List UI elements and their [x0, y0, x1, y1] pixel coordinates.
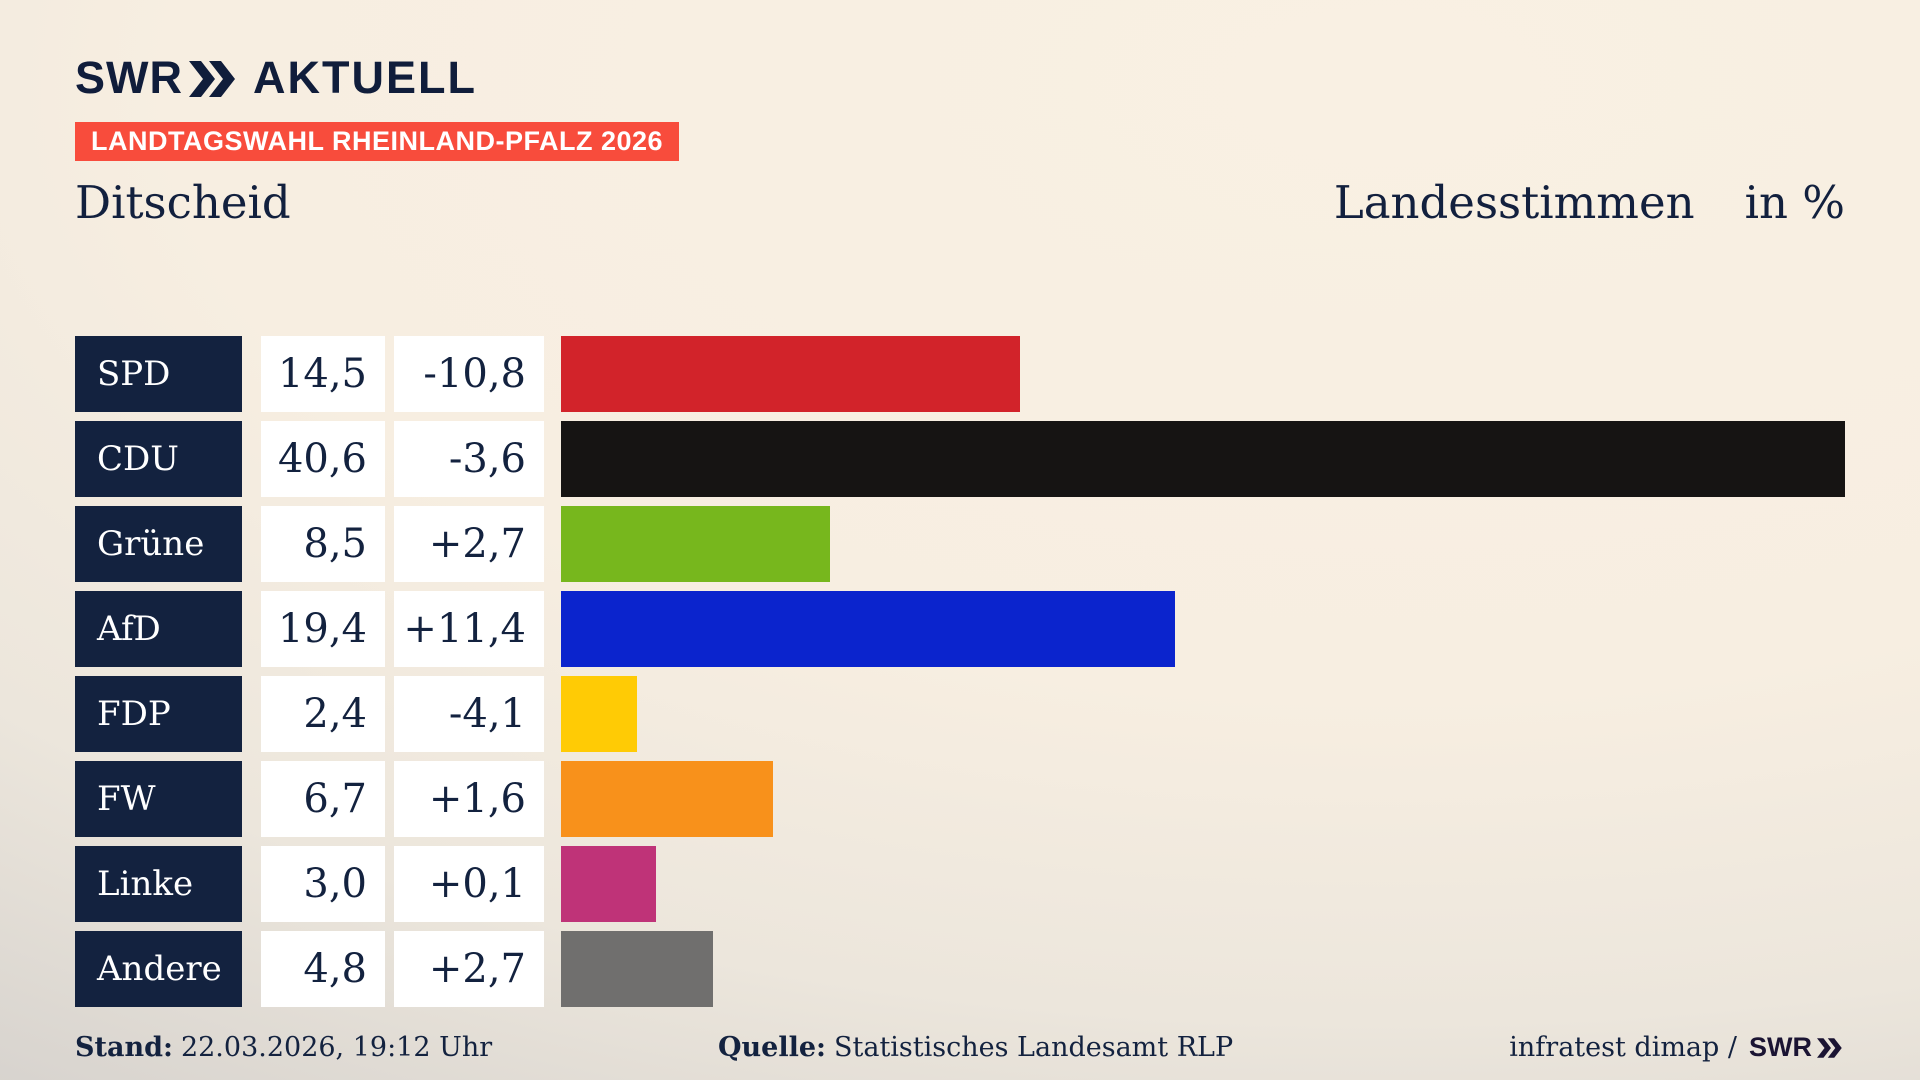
party-bar [561, 761, 773, 837]
bar-track [561, 421, 1845, 497]
party-label: Andere [75, 931, 242, 1007]
swr-footer-chevrons-icon [1817, 1037, 1842, 1058]
party-change: +2,7 [394, 506, 544, 582]
municipality-title: Ditscheid [75, 176, 291, 229]
party-value: 2,4 [261, 676, 385, 752]
chart-rows: SPD 14,5 -10,8 CDU 40,6 -3,6 Grüne 8,5 +… [75, 336, 1845, 1016]
party-change: -4,1 [394, 676, 544, 752]
party-bar [561, 506, 830, 582]
party-change: +11,4 [394, 591, 544, 667]
party-change: +0,1 [394, 846, 544, 922]
swr-chevrons-icon [189, 61, 235, 97]
party-change: +1,6 [394, 761, 544, 837]
title-row: Ditscheid Landesstimmen in % [75, 176, 1845, 229]
stand-value: 22.03.2026, 19:12 Uhr [180, 1032, 493, 1063]
stand-label: Stand: [75, 1032, 173, 1063]
result-row: CDU 40,6 -3,6 [75, 421, 1845, 497]
bar-track [561, 846, 1845, 922]
source-value: Statistisches Landesamt RLP [834, 1032, 1234, 1063]
party-value: 19,4 [261, 591, 385, 667]
stand-info: Stand: 22.03.2026, 19:12 Uhr [75, 1032, 492, 1063]
result-row: Grüne 8,5 +2,7 [75, 506, 1845, 582]
measure-title: Landesstimmen in % [1334, 176, 1845, 229]
party-bar [561, 591, 1175, 667]
party-value: 3,0 [261, 846, 385, 922]
swr-footer-logo-text: SWR [1749, 1032, 1812, 1062]
party-label: FW [75, 761, 242, 837]
party-value: 6,7 [261, 761, 385, 837]
result-row: Andere 4,8 +2,7 [75, 931, 1845, 1007]
party-bar [561, 336, 1020, 412]
party-change: +2,7 [394, 931, 544, 1007]
unit-label: in % [1744, 176, 1845, 229]
result-row: AfD 19,4 +11,4 [75, 591, 1845, 667]
source-label: Quelle: [718, 1032, 826, 1063]
credit-info: infratest dimap / SWR [1509, 1032, 1845, 1063]
result-row: SPD 14,5 -10,8 [75, 336, 1845, 412]
party-value: 14,5 [261, 336, 385, 412]
party-label: Linke [75, 846, 242, 922]
party-change: -3,6 [394, 421, 544, 497]
aktuell-logo-text: AKTUELL [253, 52, 477, 103]
party-label: CDU [75, 421, 242, 497]
result-row: FW 6,7 +1,6 [75, 761, 1845, 837]
party-label: FDP [75, 676, 242, 752]
credit-text: infratest dimap / [1509, 1032, 1737, 1063]
swr-logo-text: SWR [75, 52, 183, 103]
footer: Stand: 22.03.2026, 19:12 Uhr Quelle: Stati… [75, 1032, 1845, 1074]
result-row: FDP 2,4 -4,1 [75, 676, 1845, 752]
party-bar [561, 676, 637, 752]
bar-track [561, 931, 1845, 1007]
bar-track [561, 336, 1845, 412]
bar-track [561, 676, 1845, 752]
party-label: Grüne [75, 506, 242, 582]
swr-footer-logo: SWR [1749, 1032, 1845, 1063]
swr-aktuell-logo: SWR AKTUELL [75, 52, 477, 104]
measure-label: Landesstimmen [1333, 176, 1695, 229]
party-value: 40,6 [261, 421, 385, 497]
party-change: -10,8 [394, 336, 544, 412]
bar-track [561, 761, 1845, 837]
party-label: SPD [75, 336, 242, 412]
party-value: 8,5 [261, 506, 385, 582]
party-bar [561, 931, 713, 1007]
party-bar [561, 846, 656, 922]
party-value: 4,8 [261, 931, 385, 1007]
bar-track [561, 591, 1845, 667]
source-info: Quelle: Statistisches Landesamt RLP [718, 1032, 1233, 1063]
party-bar [561, 421, 1845, 497]
bar-track [561, 506, 1845, 582]
result-row: Linke 3,0 +0,1 [75, 846, 1845, 922]
party-label: AfD [75, 591, 242, 667]
election-banner: LANDTAGSWAHL RHEINLAND-PFALZ 2026 [75, 122, 680, 161]
